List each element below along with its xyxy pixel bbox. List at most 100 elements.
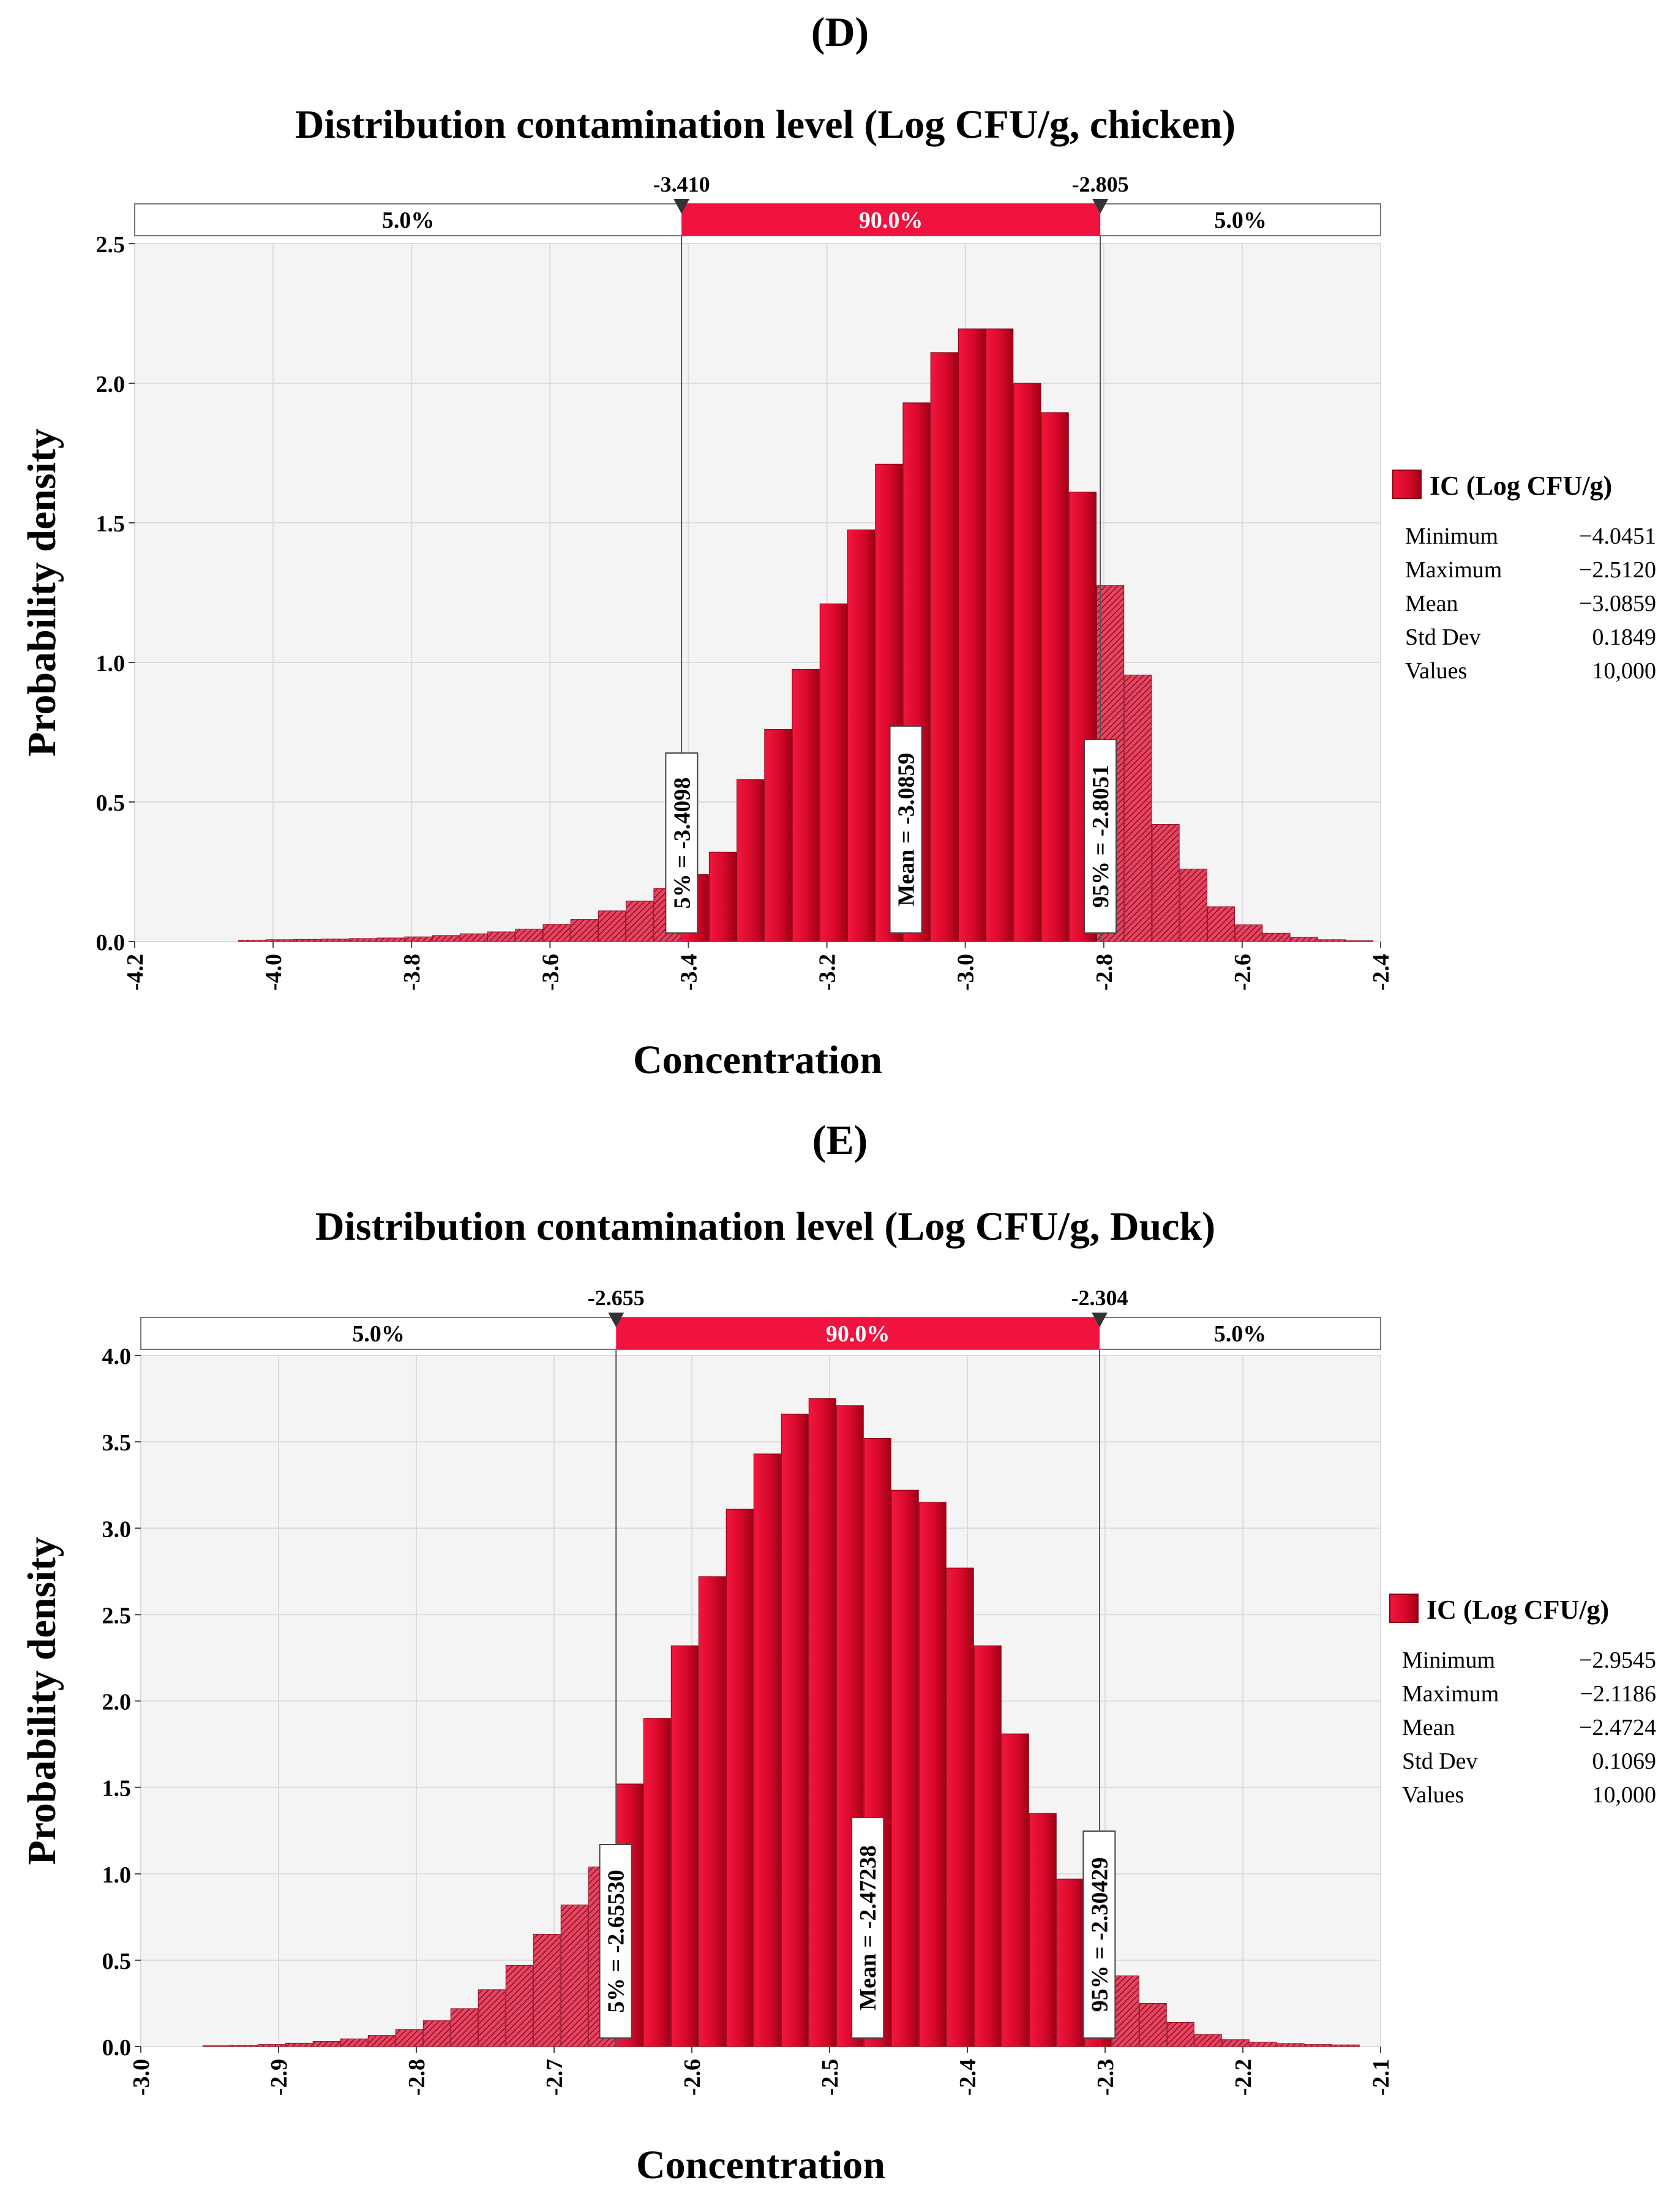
chart-d-svg: (D) Distribution contamination level (Log… (20, 9, 1656, 1082)
legend-row-value: −2.5120 (1579, 557, 1656, 583)
chart-title: Distribution contamination level (Log CF… (315, 1204, 1215, 1249)
histogram-bar (1001, 1733, 1029, 2047)
histogram-bar (459, 933, 488, 942)
marker-label-box (889, 725, 923, 934)
y-axis-label: Probability density (20, 1537, 64, 1865)
histogram-bar (792, 669, 820, 942)
marker-label-text: Mean = -3.0859 (894, 753, 920, 907)
histogram-bar (781, 1414, 809, 2047)
histogram-bar (230, 2045, 258, 2047)
legend-row-value: −2.9545 (1579, 1647, 1656, 1673)
legend-row-label: Std Dev (1405, 624, 1481, 650)
histogram-bar (753, 1453, 781, 2047)
legend-title: IC (Log CFU/g) (1427, 1595, 1609, 1625)
x-tick-label: -4.2 (122, 954, 148, 991)
marker-label-0: 5% = -2.65530 (599, 1844, 632, 2039)
y-tick-label: 2.0 (102, 1690, 132, 1715)
y-tick-label: 0.5 (102, 1949, 132, 1974)
panel-label: (D) (811, 9, 869, 55)
histogram-bar (478, 1989, 506, 2047)
histogram-bar (918, 1502, 947, 2047)
histogram-bar (764, 729, 792, 942)
marker-label-text: 95% = -2.30429 (1087, 1857, 1112, 2012)
legend-row-value: −3.0859 (1579, 591, 1656, 616)
chart-title: Distribution contamination level (Log CF… (295, 102, 1236, 147)
histogram-bar (202, 2045, 230, 2047)
histogram-bar (1139, 2003, 1167, 2047)
marker-label-text: 5% = -2.65530 (604, 1870, 629, 2013)
legend-row-label: Mean (1405, 591, 1458, 616)
x-tick-label: -2.6 (680, 2059, 705, 2096)
histogram-bar (1124, 675, 1152, 942)
histogram-bar (891, 1489, 919, 2047)
histogram-bar (1068, 492, 1097, 942)
legend-title: IC (Log CFU/g) (1430, 471, 1612, 501)
band-marker-triangle (1092, 1313, 1108, 1327)
histogram-bar (515, 928, 543, 942)
y-tick-label: 1.5 (96, 511, 126, 537)
histogram-bar (533, 1934, 561, 2047)
x-tick-label: -3.8 (399, 954, 425, 991)
histogram-bar (847, 529, 876, 942)
marker-label-text: 95% = -2.8051 (1088, 765, 1114, 908)
histogram-bar (1235, 924, 1263, 942)
histogram-bar (1111, 1975, 1139, 2047)
band-right-pct: 5.0% (1214, 1321, 1267, 1347)
histogram-bar (1041, 412, 1069, 942)
histogram-bar (367, 2035, 396, 2047)
x-tick-label: -2.9 (266, 2059, 292, 2096)
marker-label-box (851, 1817, 885, 2039)
marker-label-1: Mean = -3.0859 (889, 725, 923, 934)
histogram-bar (1152, 823, 1180, 942)
marker-label-2: 95% = -2.8051 (1084, 739, 1117, 934)
histogram-bar (542, 924, 571, 942)
legend-row-value: 10,000 (1592, 1782, 1657, 1808)
histogram-bar (450, 2008, 478, 2047)
x-axis-label: Concentration (636, 2143, 885, 2187)
band-right-pct: 5.0% (1214, 208, 1267, 233)
y-tick-label: 4.0 (102, 1344, 132, 1370)
histogram-bar (1194, 2034, 1222, 2047)
marker-label-text: Mean = -2.47238 (855, 1845, 881, 2010)
legend-swatch (1389, 1594, 1419, 1623)
x-tick-label: -3.0 (129, 2059, 154, 2096)
histogram-bar (1013, 383, 1041, 942)
histogram-bar (285, 2042, 313, 2047)
histogram-bar (422, 2020, 451, 2047)
legend-row-value: 0.1069 (1592, 1748, 1657, 1774)
band-right-value: -2.805 (1072, 172, 1129, 197)
histogram-bar (377, 937, 405, 942)
x-tick-label: -2.4 (1368, 954, 1394, 991)
histogram-bar (1166, 2022, 1194, 2047)
y-tick-label: 2.5 (102, 1603, 132, 1628)
marker-label-0: 5% = -3.4098 (665, 752, 699, 934)
x-tick-label: -2.3 (1093, 2059, 1119, 2096)
marker-label-text: 5% = -3.4098 (669, 778, 695, 909)
histogram-bar (930, 352, 958, 942)
histogram-bar (404, 936, 432, 942)
histogram-bar (1345, 940, 1374, 942)
percentile-band-middle (681, 204, 1101, 236)
histogram-bar (973, 1645, 1002, 2047)
histogram-bar (1207, 906, 1236, 942)
band-left-pct: 5.0% (382, 208, 435, 233)
x-tick-label: -4.0 (261, 954, 287, 991)
histogram-bar (348, 938, 377, 942)
x-tick-label: -2.8 (404, 2059, 430, 2096)
chart-panel-d: (D) Distribution contamination level (Log… (0, 0, 1680, 1096)
histogram-bar (432, 935, 460, 942)
histogram-bar (238, 940, 266, 942)
legend-row-value: −4.0451 (1579, 523, 1656, 549)
legend-row-label: Minimum (1405, 523, 1498, 549)
x-tick-label: -3.6 (538, 954, 563, 991)
histogram-bar (1290, 937, 1318, 942)
legend-row-label: Mean (1402, 1715, 1455, 1740)
legend-row-label: Std Dev (1402, 1748, 1478, 1774)
y-tick-label: 0.0 (96, 930, 126, 956)
y-axis-label: Probability density (20, 429, 64, 757)
y-tick-label: 1.0 (102, 1862, 132, 1888)
histogram-bar (293, 939, 321, 942)
histogram-bar (946, 1567, 974, 2047)
legend-row-label: Maximum (1402, 1681, 1499, 1707)
histogram-bar (670, 1645, 699, 2047)
